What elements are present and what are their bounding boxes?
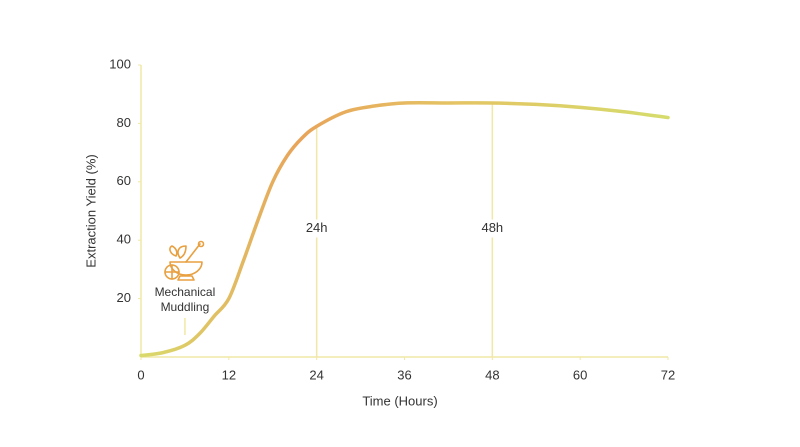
y-tick-label: 60: [117, 173, 131, 188]
x-tick-label: 0: [137, 367, 144, 382]
x-tick-label: 60: [573, 367, 587, 382]
annotation-label: 48h: [481, 220, 503, 235]
mortar-icon: [164, 240, 205, 281]
x-tick-label: 72: [661, 367, 675, 382]
x-tick-label: 12: [222, 367, 236, 382]
annotation-label: 24h: [306, 220, 328, 235]
y-tick-label: 40: [117, 232, 131, 247]
label-bg: [478, 219, 507, 238]
y-tick-label: 20: [117, 290, 131, 305]
data-line: [139, 100, 670, 358]
annotation-label: Muddling: [161, 300, 210, 314]
x-tick-label: 48: [485, 367, 499, 382]
x-axis-label: Time (Hours): [362, 393, 437, 408]
y-tick-label: 100: [109, 56, 131, 71]
annotation-label: Mechanical: [155, 285, 216, 299]
x-tick-label: 36: [397, 367, 411, 382]
y-axis-label: Extraction Yield (%): [83, 154, 98, 267]
y-tick-label: 80: [117, 115, 131, 130]
x-tick-label: 24: [309, 367, 323, 382]
label-bg: [302, 219, 331, 238]
